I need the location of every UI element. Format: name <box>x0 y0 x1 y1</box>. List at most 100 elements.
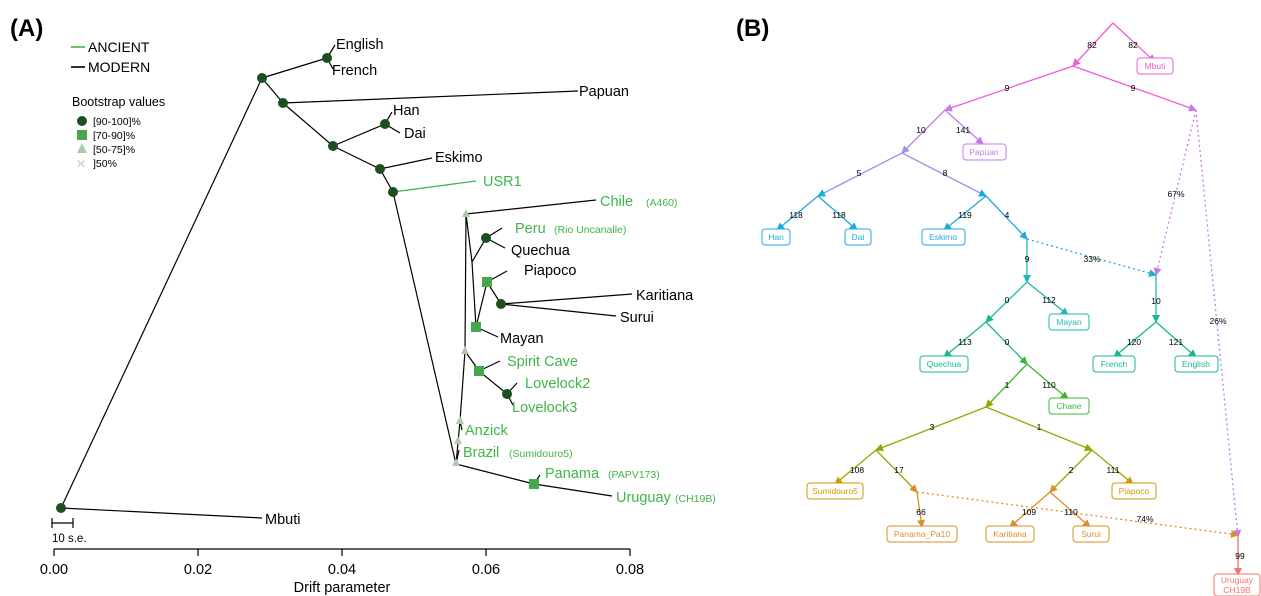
box-piapoco: Piapoco <box>1111 482 1157 500</box>
node-a2 <box>461 346 469 354</box>
edge-n12-n14 <box>1049 449 1093 493</box>
axis-tick-label: 0.04 <box>328 562 356 578</box>
admix-26: 26% <box>1209 316 1226 326</box>
node-n5 <box>388 187 398 197</box>
tip-quechua: Quechua <box>511 243 571 259</box>
admix-74: 74% <box>1136 514 1153 524</box>
tip-uruguay-sub: (CH19B) <box>675 493 716 505</box>
tip-han: Han <box>393 103 420 119</box>
panel-a-label: (A) <box>10 15 43 42</box>
edge-admix-74 <box>916 491 1239 539</box>
edge-papuan <box>282 90 579 104</box>
edge-root-mbuti <box>60 507 263 519</box>
box-sumidouro5-label: Sumidouro5 <box>812 486 858 496</box>
tip-peru: Peru <box>515 221 546 237</box>
edge-n1-ghost <box>1072 65 1197 112</box>
axis-ticks: 0.00 0.02 0.04 0.06 0.08 <box>40 549 644 578</box>
tip-mayan: Mayan <box>500 331 544 347</box>
tree-ancient-edges <box>392 180 477 193</box>
w-n8-down: 0 <box>1005 337 1010 347</box>
box-quechua-label: Quechua <box>927 359 962 369</box>
bootstrap-mid-symbol <box>77 130 87 140</box>
w-n10-right: 1 <box>1037 422 1042 432</box>
box-han-label: Han <box>768 232 784 242</box>
tip-mbuti: Mbuti <box>265 512 300 528</box>
tip-piapoco: Piapoco <box>524 263 576 279</box>
node-anzick <box>454 436 462 444</box>
box-mayan-label: Mayan <box>1056 317 1082 327</box>
edge-weights: 82 82 9 9 10 141 5 8 118 118 119 4 9 0 1… <box>789 40 1245 561</box>
edge-n11-n13 <box>875 449 918 493</box>
node-n1 <box>257 73 267 83</box>
w-chane: 110 <box>1042 380 1056 390</box>
tip-brazil: Brazil <box>463 445 499 461</box>
w-n2-papuan: 141 <box>956 125 970 135</box>
edge-panama <box>916 491 925 528</box>
edge-n7-n8 <box>985 281 1028 323</box>
edge-root-n1 <box>1072 22 1114 67</box>
box-karitiana-label: Karitiana <box>993 529 1027 539</box>
edge-a6 <box>475 281 488 328</box>
w-surui: 110 <box>1064 507 1078 517</box>
bootstrap-item-3: [50-75]% <box>93 144 135 156</box>
w-n1-left: 9 <box>1005 83 1010 93</box>
edge-n9-n10 <box>985 363 1028 408</box>
box-uruguay-label-1: Uruguay <box>1221 575 1254 585</box>
tip-uruguay: Uruguay <box>616 490 672 506</box>
box-mayan: Mayan <box>1048 313 1090 331</box>
edge-n8-n9 <box>985 321 1028 365</box>
axis-tick-label: 0.00 <box>40 562 68 578</box>
edge-usr1 <box>392 180 477 193</box>
box-eskimo-label: Eskimo <box>929 232 957 242</box>
edge-n3 <box>282 102 334 147</box>
bootstrap-item-2: [70-90]% <box>93 130 135 142</box>
edge-to-europe <box>261 57 328 79</box>
node-karitiana <box>496 299 506 309</box>
w-quechua: 113 <box>958 337 972 347</box>
edge-a2 <box>459 350 466 422</box>
w-n12-left: 2 <box>1069 465 1074 475</box>
w-n2-left: 10 <box>916 125 926 135</box>
node-peru <box>481 233 491 243</box>
w-eur-down: 10 <box>1151 296 1161 306</box>
tip-spirit-cave: Spirit Cave <box>507 354 578 370</box>
tip-chile: Chile <box>600 194 633 210</box>
w-n1-right: 9 <box>1131 83 1136 93</box>
box-papuan-label: Papuan <box>969 147 999 157</box>
edge-n2 <box>261 77 284 104</box>
node-a3 <box>462 209 470 217</box>
box-quechua: Quechua <box>919 355 969 373</box>
box-panama: Panama_Pa10 <box>886 525 958 543</box>
tree-nodes <box>56 53 539 513</box>
edge-n5-n6 <box>985 195 1028 240</box>
tip-labels: English French Papuan Han Dai Eskimo USR… <box>265 37 716 528</box>
w-n5-down: 4 <box>1005 210 1010 220</box>
tip-chile-sub: (A460) <box>646 197 678 209</box>
edge-n1-n2 <box>944 65 1074 112</box>
w-n6-down: 9 <box>1025 254 1030 264</box>
panel-b: (B) <box>736 15 1261 596</box>
w-n9-left: 1 <box>1005 380 1010 390</box>
edge-english <box>1155 321 1197 358</box>
edge-mayan <box>1026 281 1069 316</box>
admix-67: 67% <box>1167 189 1184 199</box>
box-sumidouro5: Sumidouro5 <box>806 482 864 500</box>
scale-bar: 10 s.e. <box>51 518 87 545</box>
edge-n2-papuan <box>944 109 984 145</box>
bootstrap-title: Bootstrap values <box>72 95 165 109</box>
edge-quechua <box>943 321 987 358</box>
w-n3-left: 5 <box>857 168 862 178</box>
edge-a5 <box>471 261 477 328</box>
edge-root-eurasia <box>60 77 263 509</box>
axis-tick-label: 0.08 <box>616 562 644 578</box>
w-root-left: 82 <box>1087 40 1097 50</box>
w-n11-right: 17 <box>894 465 904 475</box>
box-surui: Surui <box>1072 525 1110 543</box>
w-sumidouro: 108 <box>850 465 864 475</box>
edge-n10-n12 <box>985 406 1093 452</box>
edge-americas <box>392 191 457 465</box>
axis-title: Drift parameter <box>294 580 391 596</box>
edge-karitiana <box>500 293 633 305</box>
scale-bar-label: 10 s.e. <box>52 533 87 545</box>
